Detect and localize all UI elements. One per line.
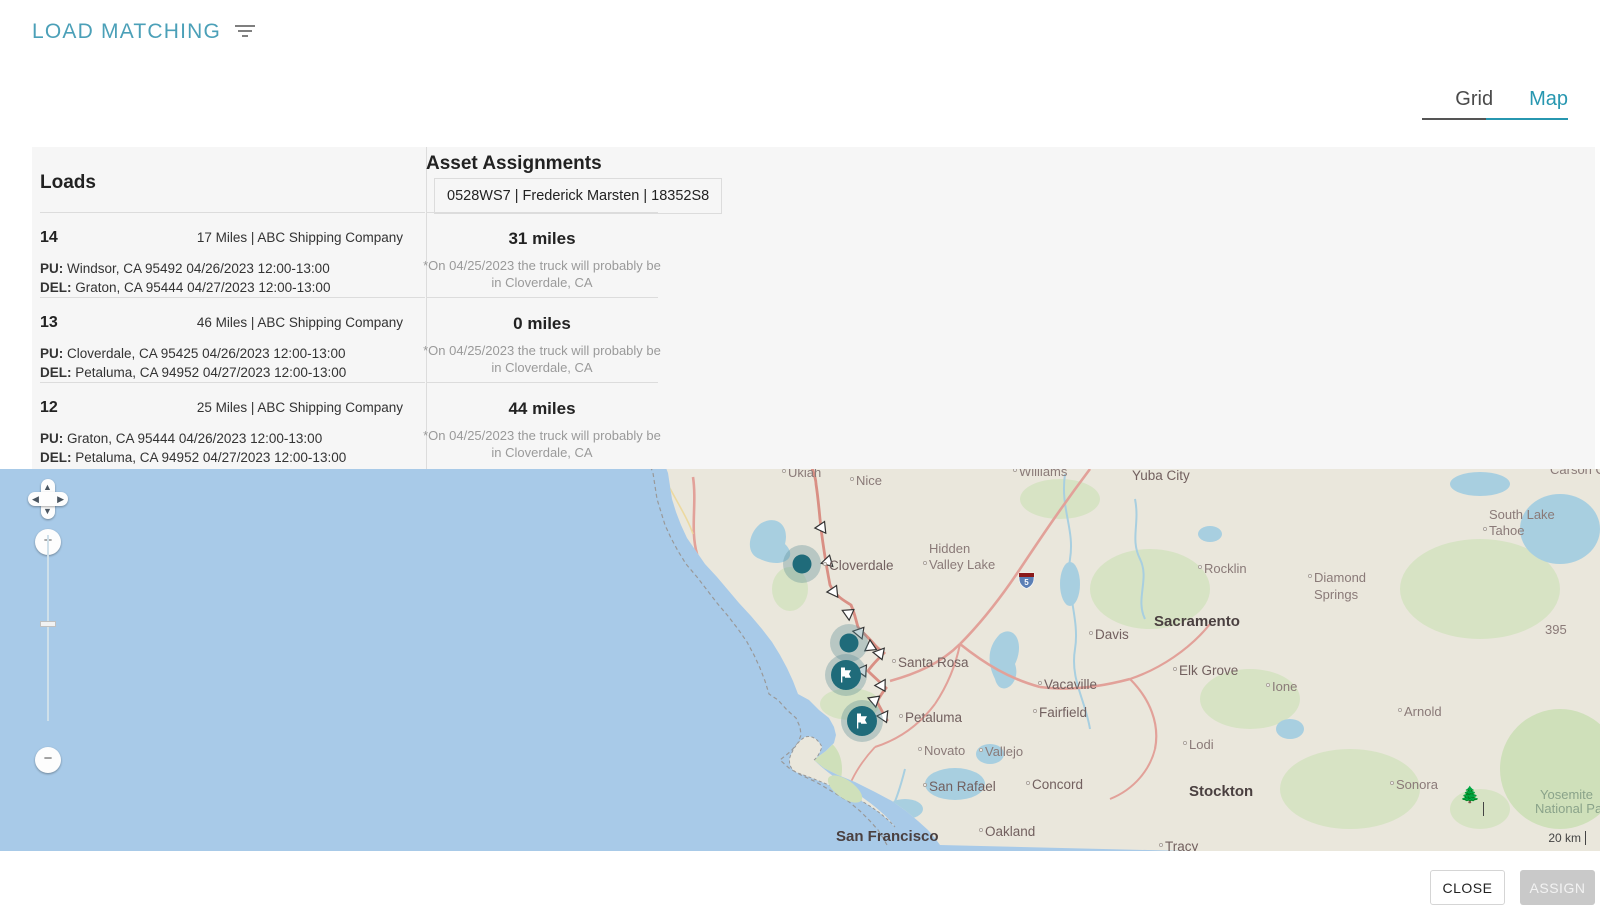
svg-text:5: 5 [1024,578,1029,587]
